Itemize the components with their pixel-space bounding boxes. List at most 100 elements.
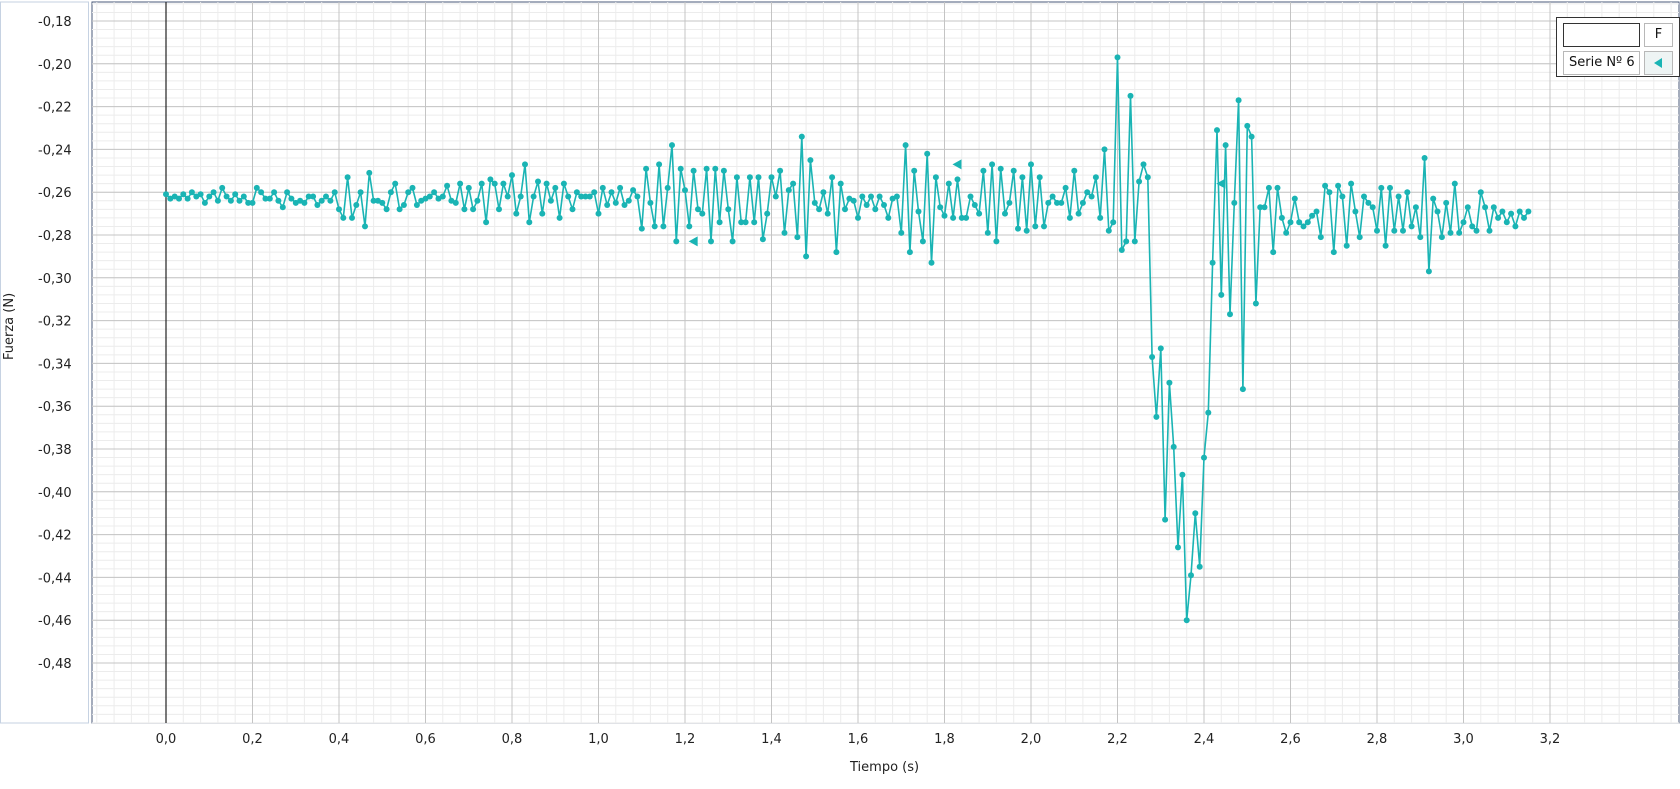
data-point	[1002, 210, 1008, 217]
data-point	[768, 174, 775, 181]
data-point	[1382, 242, 1389, 249]
data-point	[1296, 219, 1303, 226]
data-point	[1235, 97, 1242, 104]
data-point	[816, 206, 823, 213]
x-tick-label: 0,8	[502, 732, 523, 747]
data-point	[206, 193, 213, 200]
data-point	[530, 193, 537, 200]
data-point	[1417, 234, 1424, 241]
data-point	[426, 193, 433, 200]
x-axis-label: Tiempo (s)	[850, 760, 920, 775]
data-point	[876, 193, 883, 200]
data-point	[785, 187, 792, 194]
data-point	[163, 191, 169, 198]
data-point	[180, 191, 187, 198]
data-point	[729, 238, 736, 245]
data-point	[794, 234, 801, 241]
data-point	[1317, 234, 1324, 241]
data-point	[712, 165, 719, 172]
data-point	[552, 184, 559, 191]
data-point	[1473, 227, 1480, 234]
data-point	[1023, 227, 1030, 234]
data-point	[967, 193, 974, 200]
data-point	[872, 206, 879, 213]
data-point	[1430, 195, 1437, 202]
data-point	[1248, 133, 1255, 140]
data-point	[971, 202, 978, 208]
data-point	[906, 249, 913, 256]
data-point	[413, 202, 420, 208]
data-point	[1469, 223, 1476, 230]
x-tick-label: 3,2	[1540, 732, 1561, 747]
data-point	[547, 197, 554, 204]
data-point	[245, 199, 252, 206]
data-point	[1339, 193, 1346, 200]
data-point	[188, 189, 195, 196]
data-point	[1378, 184, 1385, 191]
data-point	[262, 195, 269, 202]
data-point	[720, 167, 727, 174]
legend-series-marker-button[interactable]	[1644, 51, 1673, 75]
data-point	[1227, 311, 1233, 318]
data-point	[1287, 219, 1294, 226]
data-point	[1516, 208, 1523, 215]
data-point	[409, 184, 416, 191]
data-point	[621, 202, 628, 208]
data-point	[1144, 174, 1151, 181]
triangle-marker	[952, 159, 962, 170]
legend-series-label[interactable]: Serie Nº 6	[1563, 51, 1640, 75]
data-point	[915, 208, 922, 215]
data-point	[266, 195, 273, 202]
data-point	[517, 193, 524, 200]
data-point	[1075, 210, 1082, 217]
x-tick-label: 2,0	[1021, 732, 1042, 747]
data-point	[1131, 238, 1138, 245]
triangle-marker	[688, 236, 698, 247]
data-point	[1361, 193, 1367, 200]
data-point	[1425, 268, 1432, 275]
data-point	[1015, 225, 1021, 232]
data-point	[1482, 204, 1489, 211]
data-point	[820, 189, 827, 196]
data-point	[842, 206, 848, 213]
data-point	[1421, 155, 1428, 161]
data-point	[630, 187, 637, 194]
data-point	[868, 193, 874, 200]
data-point	[1352, 208, 1359, 215]
data-point	[253, 184, 260, 191]
data-point	[184, 195, 191, 202]
data-point	[1127, 92, 1134, 99]
data-point	[1326, 189, 1333, 196]
plot-area[interactable]	[91, 1, 1680, 724]
data-point	[1205, 409, 1212, 416]
data-point	[941, 212, 948, 219]
data-point	[1218, 291, 1225, 298]
data-point	[924, 150, 931, 157]
data-point	[1252, 300, 1259, 307]
data-point	[201, 199, 208, 206]
data-point	[556, 214, 563, 221]
data-point	[738, 219, 745, 226]
data-point	[439, 193, 446, 200]
data-point	[608, 189, 615, 196]
data-point	[772, 193, 779, 200]
data-point	[777, 167, 784, 174]
data-point	[811, 199, 818, 206]
x-tick-label: 1,2	[675, 732, 696, 747]
data-point	[746, 174, 753, 181]
legend-f-button[interactable]: F	[1644, 23, 1673, 47]
data-point	[513, 210, 520, 217]
data-point	[1019, 174, 1026, 181]
data-point	[1045, 199, 1052, 206]
y-tick-label: -0,36	[38, 400, 72, 415]
data-point	[1149, 354, 1156, 360]
data-point	[1525, 208, 1532, 215]
data-point	[1066, 214, 1073, 221]
data-point	[349, 214, 355, 221]
data-point	[470, 206, 477, 213]
data-point	[803, 253, 810, 260]
data-point	[660, 223, 667, 230]
y-tick-label: -0,30	[38, 272, 72, 287]
legend-filter-input[interactable]	[1563, 23, 1640, 47]
data-point	[1400, 227, 1406, 234]
